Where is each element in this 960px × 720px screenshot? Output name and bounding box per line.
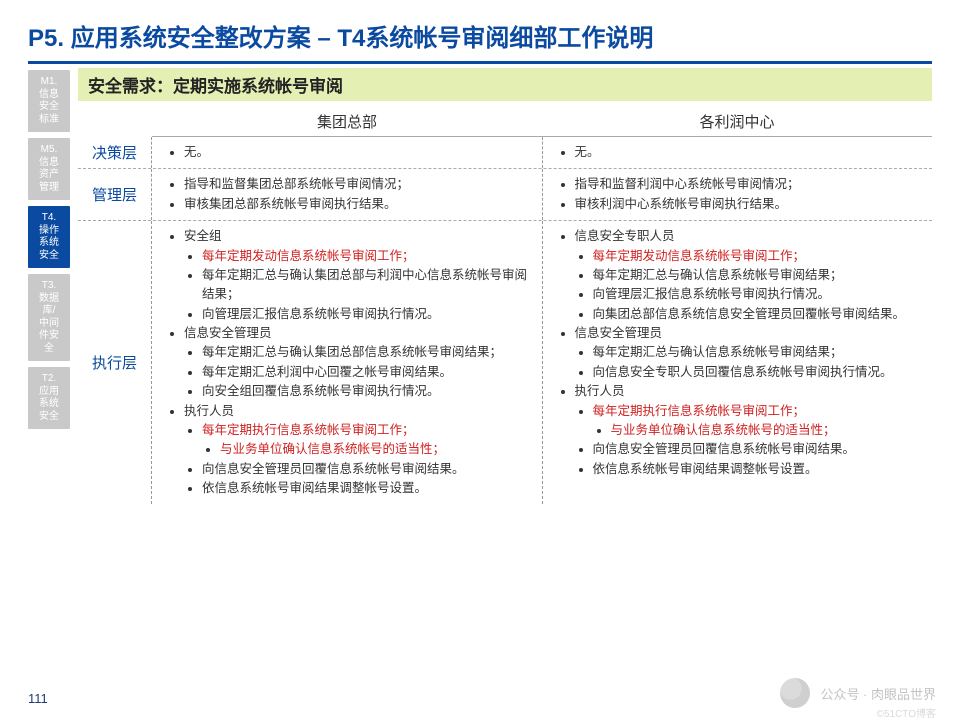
list-item: 与业务单位确认信息系统帐号的适当性； [220,440,532,459]
list-item: 信息安全管理员每年定期汇总与确认信息系统帐号审阅结果；向信息安全专职人员回覆信息… [575,324,923,382]
list-item: 指导和监督集团总部系统帐号审阅情况； [184,175,532,194]
list-item: 安全组每年定期发动信息系统帐号审阅工作；每年定期汇总与确认集团总部与利润中心信息… [184,227,532,324]
body: M1. 信息 安全 标准 M5. 信息 资产 管理 T4. 操作 系统 安全 T3. … [28,68,932,504]
list-item: 无。 [184,143,532,162]
cell-right: 指导和监督利润中心系统帐号审阅情况；审核利润中心系统帐号审阅执行结果。 [542,169,933,220]
list-item: 每年定期汇总利润中心回覆之帐号审阅结果。 [202,363,532,382]
cell-left: 指导和监督集团总部系统帐号审阅情况；审核集团总部系统帐号审阅执行结果。 [152,169,542,220]
nav-item[interactable]: M1. 信息 安全 标准 [28,70,70,132]
list-item: 每年定期发动信息系统帐号审阅工作； [593,247,923,266]
nav-item[interactable]: T4. 操作 系统 安全 [28,206,70,268]
list-item: 向安全组回覆信息系统帐号审阅执行情况。 [202,382,532,401]
list-item: 执行人员每年定期执行信息系统帐号审阅工作；与业务单位确认信息系统帐号的适当性；向… [575,382,923,479]
col-header-left: 集团总部 [152,105,542,136]
list-item: 审核利润中心系统帐号审阅执行结果。 [575,195,923,214]
cell-left: 无。 [152,137,542,168]
list-item: 每年定期发动信息系统帐号审阅工作； [202,247,532,266]
cell-right: 无。 [542,137,933,168]
cell-right: 信息安全专职人员每年定期发动信息系统帐号审阅工作；每年定期汇总与确认信息系统帐号… [542,221,933,504]
page-number: 111 [28,691,48,706]
list-item: 审核集团总部系统帐号审阅执行结果。 [184,195,532,214]
nav-item[interactable]: M5. 信息 资产 管理 [28,138,70,200]
row-cells: 无。 无。 [152,137,932,168]
list-item: 依信息系统帐号审阅结果调整帐号设置。 [593,460,923,479]
side-nav: M1. 信息 安全 标准 M5. 信息 资产 管理 T4. 操作 系统 安全 T3. … [28,68,70,504]
list-item: 向管理层汇报信息系统帐号审阅执行情况。 [593,285,923,304]
content-area: 安全需求：定期实施系统帐号审阅 集团总部 各利润中心 决策层 无。 无。 管理层… [78,68,932,504]
list-item: 与业务单位确认信息系统帐号的适当性； [611,421,923,440]
list-item: 向管理层汇报信息系统帐号审阅执行情况。 [202,305,532,324]
watermark: 公众号 · 肉眼品世界 [780,678,936,708]
list-item: 信息安全管理员每年定期汇总与确认集团总部信息系统帐号审阅结果；每年定期汇总利润中… [184,324,532,402]
list-item: 向集团总部信息系统信息安全管理员回覆帐号审阅结果。 [593,305,923,324]
list-item: 向信息安全管理员回覆信息系统帐号审阅结果。 [202,460,532,479]
row-label: 执行层 [78,221,152,504]
row-label: 决策层 [78,137,152,168]
row-cells: 安全组每年定期发动信息系统帐号审阅工作；每年定期汇总与确认集团总部与利润中心信息… [152,221,932,504]
list-item: 向信息安全管理员回覆信息系统帐号审阅结果。 [593,440,923,459]
list-item: 每年定期汇总与确认集团总部信息系统帐号审阅结果； [202,343,532,362]
list-item: 信息安全专职人员每年定期发动信息系统帐号审阅工作；每年定期汇总与确认信息系统帐号… [575,227,923,324]
spacer [78,105,152,136]
watermark-sub: ©51CTO博客 [877,705,936,720]
list-item: 每年定期汇总与确认信息系统帐号审阅结果； [593,266,923,285]
nav-item[interactable]: T3. 数据 库/ 中间 件安 全 [28,274,70,361]
list-item: 每年定期汇总与确认信息系统帐号审阅结果； [593,343,923,362]
watermark-text: 公众号 · 肉眼品世界 [820,684,936,703]
list-item: 依信息系统帐号审阅结果调整帐号设置。 [202,479,532,498]
row-label: 管理层 [78,169,152,220]
page-title: P5. 应用系统安全整改方案 – T4系统帐号审阅细部工作说明 [28,18,932,53]
wechat-icon [780,678,810,708]
col-header-right: 各利润中心 [542,105,932,136]
list-item: 无。 [575,143,923,162]
column-headers: 集团总部 各利润中心 [78,105,932,136]
title-rule [28,61,932,64]
list-item: 每年定期执行信息系统帐号审阅工作；与业务单位确认信息系统帐号的适当性； [593,402,923,441]
row-cells: 指导和监督集团总部系统帐号审阅情况；审核集团总部系统帐号审阅执行结果。 指导和监… [152,169,932,220]
list-item: 每年定期汇总与确认集团总部与利润中心信息系统帐号审阅结果； [202,266,532,305]
list-item: 向信息安全专职人员回覆信息系统帐号审阅执行情况。 [593,363,923,382]
row-manage: 管理层 指导和监督集团总部系统帐号审阅情况；审核集团总部系统帐号审阅执行结果。 … [78,169,932,221]
row-decision: 决策层 无。 无。 [78,137,932,169]
list-item: 执行人员每年定期执行信息系统帐号审阅工作；与业务单位确认信息系统帐号的适当性；向… [184,402,532,499]
cell-left: 安全组每年定期发动信息系统帐号审阅工作；每年定期汇总与确认集团总部与利润中心信息… [152,221,542,504]
list-item: 每年定期执行信息系统帐号审阅工作；与业务单位确认信息系统帐号的适当性； [202,421,532,460]
row-exec: 执行层 安全组每年定期发动信息系统帐号审阅工作；每年定期汇总与确认集团总部与利润… [78,221,932,504]
slide: P5. 应用系统安全整改方案 – T4系统帐号审阅细部工作说明 M1. 信息 安… [0,0,960,504]
nav-item[interactable]: T2. 应用 系统 安全 [28,367,70,429]
list-item: 指导和监督利润中心系统帐号审阅情况； [575,175,923,194]
requirement-bar: 安全需求：定期实施系统帐号审阅 [78,68,932,101]
